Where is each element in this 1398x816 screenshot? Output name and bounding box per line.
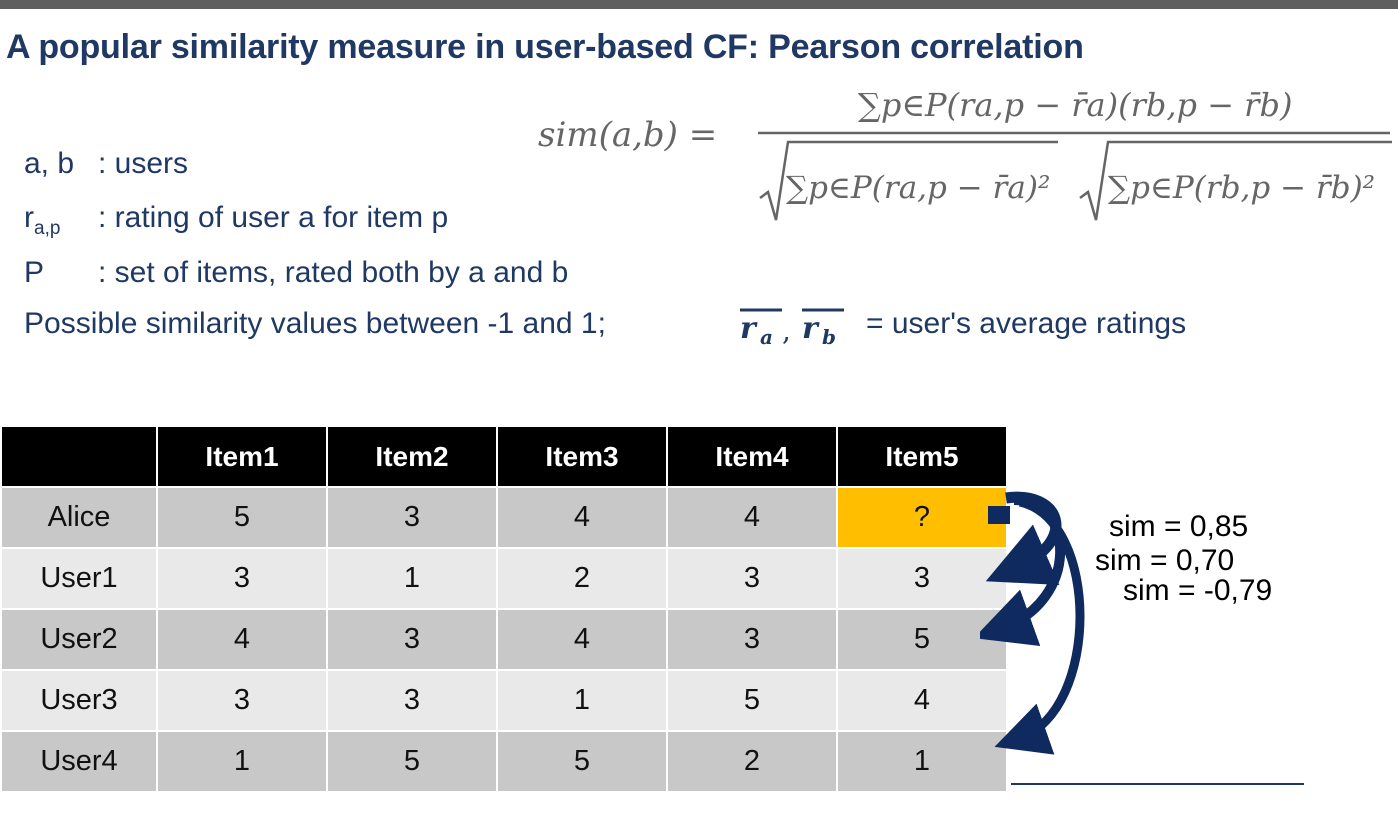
sqrt-left bbox=[759, 140, 1058, 221]
similarity-arrows bbox=[973, 480, 1110, 770]
table-header: Item2 bbox=[326, 425, 498, 488]
slide-title: A popular similarity measure in user-bas… bbox=[6, 28, 1084, 66]
table-row: User3 3 3 1 5 4 bbox=[0, 669, 1008, 732]
rating-cell: 4 bbox=[496, 486, 668, 549]
svg-text:,: , bbox=[782, 314, 791, 347]
rating-cell: 3 bbox=[326, 608, 498, 671]
rating-cell: 5 bbox=[156, 486, 328, 549]
svg-text:r: r bbox=[740, 311, 758, 346]
sim-user1: sim = 0,85 bbox=[1109, 510, 1249, 543]
table-row: User2 4 3 4 3 5 bbox=[0, 608, 1008, 671]
table-header-row: Item1 Item2 Item3 Item4 Item5 bbox=[0, 425, 1008, 488]
svg-text:r: r bbox=[802, 311, 820, 346]
definition-text: : rating of user a for item p bbox=[98, 201, 449, 234]
formula-denominator-right: ∑p∈P(rb,p − r̄b)² bbox=[1108, 170, 1375, 206]
table-header: Item1 bbox=[156, 425, 328, 488]
table-row: User1 3 1 2 3 3 bbox=[0, 547, 1008, 610]
rating-cell: 2 bbox=[666, 730, 838, 793]
rating-cell: 5 bbox=[326, 730, 498, 793]
rating-cell: 5 bbox=[666, 669, 838, 732]
table-header bbox=[0, 425, 158, 488]
table-header: Item5 bbox=[836, 425, 1008, 488]
formula-denominator-left: ∑p∈P(ra,p − r̄a)² bbox=[786, 170, 1050, 206]
rating-cell: 4 bbox=[156, 608, 328, 671]
table-row: User4 1 5 5 2 1 bbox=[0, 730, 1008, 793]
definition-symbol: a, b bbox=[24, 147, 75, 180]
rating-cell: 4 bbox=[836, 669, 1008, 732]
arrow-origin-block bbox=[988, 506, 1010, 524]
pearson-formula: sim(a,b) = ∑p∈P(ra,p − r̄a)(rb,p − r̄b) … bbox=[530, 70, 1398, 250]
row-user-name: User3 bbox=[0, 669, 158, 732]
svg-text:b: b bbox=[822, 325, 836, 348]
sim-user2: sim = 0,70 bbox=[1095, 544, 1235, 577]
arrow-to-user4 bbox=[994, 497, 1085, 755]
rating-cell: 3 bbox=[666, 608, 838, 671]
formula-numerator: ∑p∈P(ra,p − r̄a)(rb,p − r̄b) bbox=[858, 86, 1292, 124]
definition-symbol: ra,p bbox=[24, 201, 61, 239]
definition-text: : set of items, rated both by a and b bbox=[98, 256, 569, 289]
rating-cell: 5 bbox=[496, 730, 668, 793]
rating-cell: 3 bbox=[666, 547, 838, 610]
svg-text:a: a bbox=[760, 325, 773, 348]
unknown-rating-cell: ? bbox=[836, 486, 1008, 549]
definition-text: : users bbox=[98, 147, 189, 180]
formula-lhs: sim(a,b) = bbox=[538, 115, 717, 155]
rating-cell: 1 bbox=[496, 669, 668, 732]
row-user-name: User2 bbox=[0, 608, 158, 671]
sqrt-right bbox=[1079, 140, 1392, 221]
average-rating-label: = user's average ratings bbox=[866, 307, 1187, 340]
rating-cell: 2 bbox=[496, 547, 668, 610]
similarity-values: sim = 0,85 sim = 0,70 sim = -0,79 bbox=[1095, 510, 1272, 608]
table-row: Alice 5 3 4 4 ? bbox=[0, 486, 1008, 549]
ratings-table: Item1 Item2 Item3 Item4 Item5 Alice 5 3 … bbox=[0, 425, 1008, 793]
rating-cell: 4 bbox=[496, 608, 668, 671]
rating-cell: 3 bbox=[156, 547, 328, 610]
row-user-name: Alice bbox=[0, 486, 158, 549]
sim-user4: sim = -0,79 bbox=[1123, 574, 1273, 607]
rating-cell: 3 bbox=[326, 486, 498, 549]
definition-symbol: P bbox=[24, 256, 45, 289]
row-user-name: User1 bbox=[0, 547, 158, 610]
row-user-name: User4 bbox=[0, 730, 158, 793]
rating-cell: 3 bbox=[326, 669, 498, 732]
top-bar bbox=[0, 0, 1398, 9]
average-rating-symbols: r a , r b bbox=[736, 304, 866, 349]
table-header: Item3 bbox=[496, 425, 668, 488]
rating-cell: 1 bbox=[326, 547, 498, 610]
possible-values-text: Possible similarity values between -1 an… bbox=[24, 307, 606, 340]
rating-cell: 1 bbox=[156, 730, 328, 793]
rating-cell: 1 bbox=[836, 730, 1008, 793]
rating-cell: 3 bbox=[156, 669, 328, 732]
table-header: Item4 bbox=[666, 425, 838, 488]
rating-cell: 4 bbox=[666, 486, 838, 549]
divider-line bbox=[1011, 783, 1304, 785]
